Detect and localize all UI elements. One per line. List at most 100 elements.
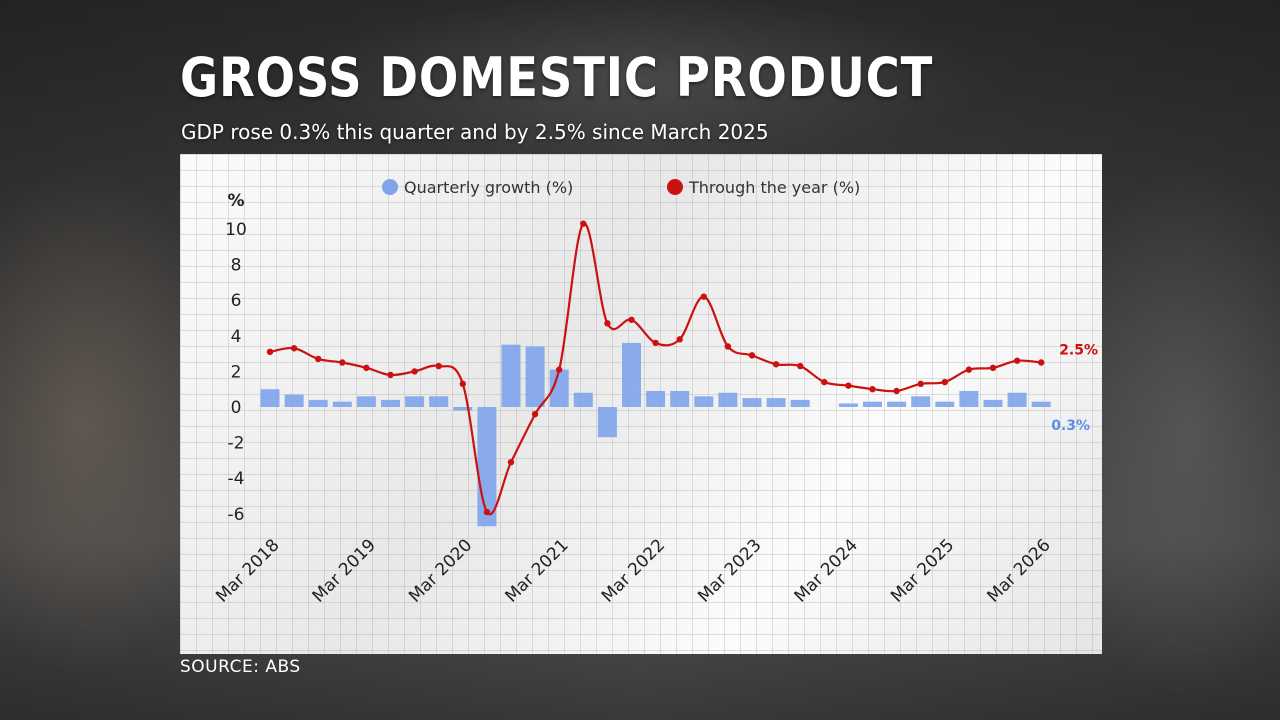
through-year-point	[531, 410, 539, 418]
through-year-point	[676, 336, 683, 343]
through-year-point	[507, 458, 515, 466]
quarterly-bar	[911, 396, 931, 407]
through-year-point	[339, 359, 346, 366]
x-tick-label: Mar 2020	[405, 535, 476, 606]
quarterly-bar	[670, 390, 690, 407]
quarterly-bar	[573, 392, 593, 407]
quarterly-bar	[429, 396, 449, 407]
through-year-point	[387, 371, 394, 379]
chart-panel: Quarterly growth (%) Through the year (%…	[180, 154, 1102, 654]
through-year-end-label: 2.5%	[1059, 343, 1098, 359]
x-tick-label: Mar 2024	[791, 535, 862, 606]
through-year-point	[411, 368, 418, 375]
through-year-point	[989, 364, 997, 372]
through-year-point	[315, 355, 322, 363]
quarterly-bar	[405, 396, 425, 407]
y-tick-label: 6	[231, 291, 242, 311]
quarterly-bar	[959, 390, 979, 407]
through-year-line	[269, 222, 1042, 516]
x-tick-label: Mar 2025	[887, 535, 958, 606]
quarterly-bar	[622, 342, 641, 407]
quarterly-bar	[646, 390, 666, 407]
through-year-point	[556, 366, 563, 373]
quarterly-end-label: 0.3%	[1051, 418, 1090, 434]
legend-swatch-through-year	[667, 179, 683, 195]
x-tick-label: Mar 2022	[598, 535, 669, 606]
quarterly-bar	[887, 401, 907, 407]
legend-item-through-year: Through the year (%)	[667, 176, 860, 198]
quarterly-bar	[1031, 401, 1051, 407]
through-year-point	[290, 345, 298, 352]
quarterly-bar	[983, 399, 1003, 407]
y-tick-label: 10	[225, 220, 247, 240]
y-tick-label: 8	[231, 256, 242, 276]
quarterly-bar	[694, 396, 714, 407]
quarterly-bar	[525, 346, 545, 407]
through-year-point	[1013, 357, 1021, 364]
through-year-point	[580, 220, 587, 227]
quarterly-bar	[1007, 392, 1027, 407]
x-tick-label: Mar 2021	[501, 535, 572, 606]
through-year-point	[435, 362, 442, 370]
x-tick-label: Mar 2026	[983, 535, 1054, 606]
through-year-point	[797, 362, 804, 370]
through-year-point	[917, 380, 924, 388]
through-year-point	[363, 364, 370, 372]
quarterly-bar	[790, 399, 810, 407]
quarterly-bar	[284, 394, 304, 407]
x-tick-label: Mar 2023	[694, 535, 765, 606]
through-year-point	[459, 380, 466, 388]
y-tick-label: -4	[228, 469, 245, 489]
source-note: SOURCE: ABS	[180, 657, 301, 677]
quarterly-bar	[766, 398, 786, 407]
quarterly-bar	[742, 398, 762, 407]
quarterly-bar	[718, 392, 738, 407]
through-year-point	[628, 316, 635, 323]
through-year-point	[772, 361, 780, 368]
through-year-point	[869, 386, 876, 393]
through-year-point	[821, 378, 828, 386]
quarterly-bar	[549, 369, 569, 407]
x-tick-label: Mar 2019	[309, 535, 380, 606]
through-year-point	[652, 339, 659, 347]
y-axis-ticks: 10 8 6 4 2 0 -2 -4 -6	[225, 220, 247, 525]
through-year-point	[724, 343, 732, 350]
y-tick-label: -2	[228, 434, 245, 454]
legend-label-through-year: Through the year (%)	[689, 177, 861, 197]
x-axis-ticks: Mar 2018 Mar 2019 Mar 2020 Mar 2021 Mar 2022…	[212, 535, 1054, 606]
quarterly-bar	[863, 401, 882, 407]
legend-label-quarterly: Quarterly growth (%)	[404, 177, 574, 197]
through-year-point	[845, 382, 852, 389]
quarterly-bar	[453, 407, 473, 411]
quarterly-bar	[597, 407, 617, 438]
quarterly-bar	[308, 399, 328, 407]
through-year-point	[266, 348, 274, 356]
legend-item-quarterly: Quarterly growth (%)	[382, 176, 573, 198]
y-axis-unit-label: %	[227, 191, 244, 211]
quarterly-bar	[381, 399, 400, 407]
quarterly-bars	[260, 342, 1051, 527]
through-year-point	[893, 387, 900, 395]
through-year-point	[700, 293, 707, 300]
y-tick-label: 2	[231, 362, 242, 382]
quarterly-bar	[838, 403, 858, 407]
through-year-point	[748, 352, 756, 359]
gdp-chart: % 10 8 6 4 2 0 -2 -4 -6 Mar 2018 Mar 2019 Mar 2020…	[212, 191, 1098, 607]
y-tick-label: -6	[228, 505, 245, 525]
chart-subtitle: GDP rose 0.3% this quarter and by 2.5% s…	[181, 120, 769, 144]
through-year-point	[483, 508, 491, 516]
legend-swatch-quarterly	[382, 179, 398, 195]
quarterly-bar	[356, 396, 376, 407]
quarterly-bar	[935, 401, 955, 407]
through-year-point	[1038, 359, 1045, 366]
through-year-point	[604, 320, 611, 327]
through-year-points	[266, 220, 1045, 516]
y-tick-label: 4	[231, 327, 242, 347]
x-tick-label: Mar 2018	[212, 535, 283, 606]
quarterly-bar	[477, 407, 497, 527]
y-tick-label: 0	[231, 398, 242, 418]
quarterly-bar	[501, 344, 521, 407]
through-year-point	[941, 378, 948, 386]
quarterly-bar	[332, 401, 352, 407]
through-year-point	[965, 366, 973, 373]
